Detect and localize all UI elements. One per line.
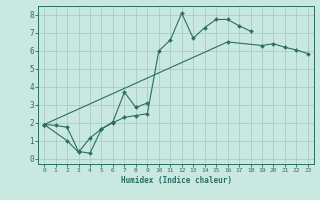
X-axis label: Humidex (Indice chaleur): Humidex (Indice chaleur)	[121, 176, 231, 185]
